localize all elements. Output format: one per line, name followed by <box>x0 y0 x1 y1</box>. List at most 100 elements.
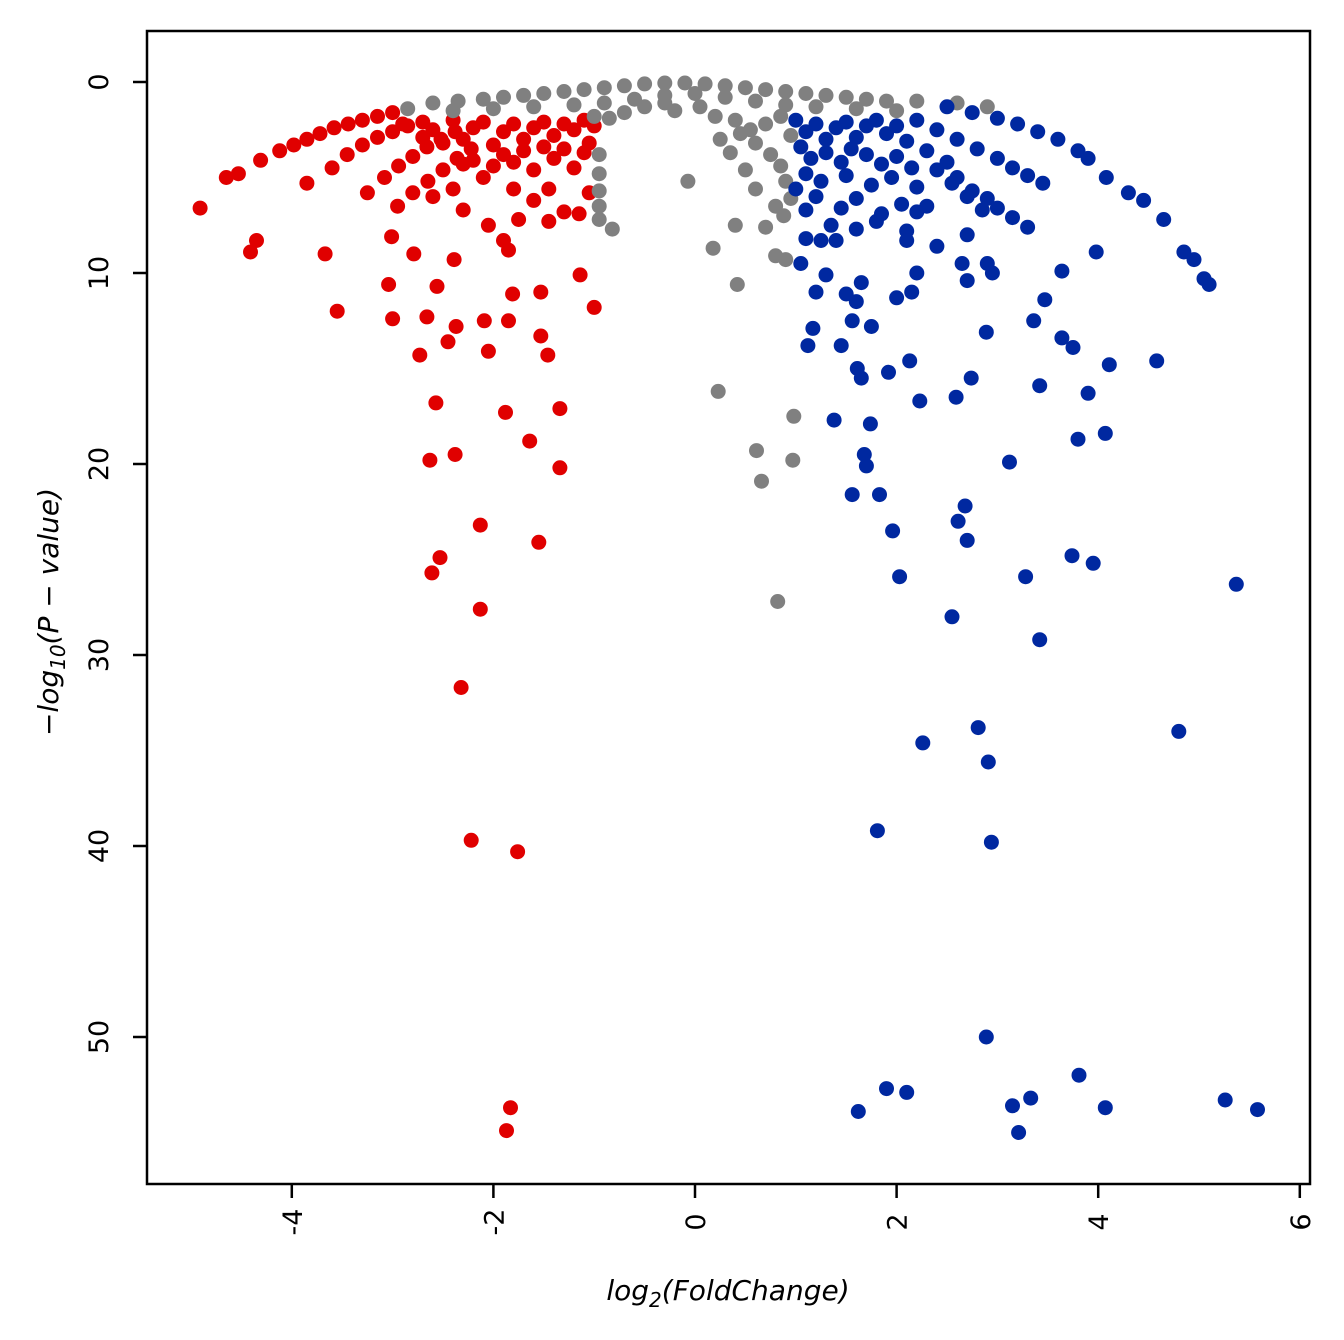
data-point <box>536 114 552 130</box>
y-tick-label: 20 <box>84 447 115 481</box>
data-point <box>1217 1092 1233 1108</box>
y-axis-title: −log10(P − value) <box>32 488 70 736</box>
data-point <box>872 487 887 503</box>
data-point <box>1088 244 1104 260</box>
data-point <box>793 256 809 271</box>
data-point <box>1228 576 1244 592</box>
data-point <box>496 89 511 105</box>
data-point <box>939 99 955 115</box>
data-point <box>586 299 602 315</box>
data-point <box>1080 385 1096 401</box>
data-point <box>868 213 884 229</box>
data-point <box>909 265 925 281</box>
data-point <box>1250 1102 1265 1118</box>
data-point <box>354 137 370 153</box>
data-point <box>1002 454 1017 470</box>
data-point <box>1201 277 1217 292</box>
data-point <box>776 208 792 224</box>
data-point <box>727 217 743 233</box>
data-point <box>892 569 908 585</box>
data-point <box>445 181 461 197</box>
data-point <box>944 175 960 191</box>
data-point <box>485 158 501 174</box>
data-point <box>788 181 804 197</box>
data-point <box>786 408 802 424</box>
data-point <box>758 219 774 235</box>
data-point <box>359 185 375 201</box>
data-point <box>858 91 874 107</box>
data-point <box>475 91 491 107</box>
data-point <box>848 294 864 310</box>
data-point <box>788 112 804 128</box>
data-point <box>506 116 522 132</box>
data-point <box>737 162 753 178</box>
data-point <box>1097 1100 1113 1116</box>
series-not-significant <box>400 75 995 609</box>
data-point <box>377 170 392 185</box>
data-point <box>697 76 713 92</box>
data-point <box>1005 210 1020 226</box>
data-point <box>989 150 1005 166</box>
data-point <box>948 389 964 405</box>
data-point <box>722 145 738 161</box>
data-point <box>453 680 469 695</box>
y-axis-ticks: 0 10 20 30 40 50 <box>84 73 147 1054</box>
data-point <box>848 191 864 206</box>
data-point <box>370 129 385 145</box>
data-point <box>732 126 748 142</box>
data-point <box>929 162 945 178</box>
data-point <box>957 498 973 514</box>
data-point <box>850 1104 866 1119</box>
data-point <box>1065 340 1081 355</box>
data-point <box>959 189 975 205</box>
data-point <box>576 82 592 98</box>
data-point <box>446 252 462 268</box>
data-point <box>808 189 824 205</box>
data-point <box>868 112 884 128</box>
data-point <box>983 834 999 850</box>
data-point <box>1085 555 1101 571</box>
data-point <box>833 338 849 354</box>
series-down <box>192 105 602 1139</box>
data-point <box>954 256 970 271</box>
data-point <box>1032 632 1048 648</box>
data-point <box>710 383 726 399</box>
data-point <box>899 233 915 248</box>
data-point <box>1032 378 1048 394</box>
data-point <box>405 149 421 164</box>
data-point <box>909 93 925 109</box>
data-point <box>1010 116 1026 132</box>
data-point <box>591 198 607 214</box>
data-point <box>218 170 234 185</box>
data-point <box>838 89 854 105</box>
data-point <box>480 217 496 233</box>
data-point <box>299 175 315 191</box>
data-point <box>826 412 842 428</box>
data-point <box>800 338 816 354</box>
data-point <box>243 244 258 260</box>
data-point <box>889 149 905 164</box>
data-point <box>480 343 496 359</box>
data-point <box>979 191 995 206</box>
data-point <box>1101 357 1117 373</box>
data-point <box>475 170 491 185</box>
data-point <box>381 277 397 292</box>
data-point <box>472 601 488 617</box>
data-point <box>440 334 456 350</box>
data-point <box>1120 185 1136 201</box>
data-point <box>833 154 849 170</box>
data-point <box>596 95 612 111</box>
data-point <box>969 141 985 157</box>
data-point <box>783 128 799 143</box>
data-point <box>778 84 794 99</box>
data-point <box>904 284 920 300</box>
data-point <box>312 126 328 142</box>
data-point <box>447 447 463 462</box>
data-point <box>1037 292 1053 308</box>
data-point <box>1005 1098 1020 1114</box>
data-point <box>813 233 829 248</box>
data-point <box>856 447 872 462</box>
x-tick-label: 2 <box>883 1213 914 1230</box>
data-point <box>853 370 869 386</box>
data-point <box>692 99 708 115</box>
